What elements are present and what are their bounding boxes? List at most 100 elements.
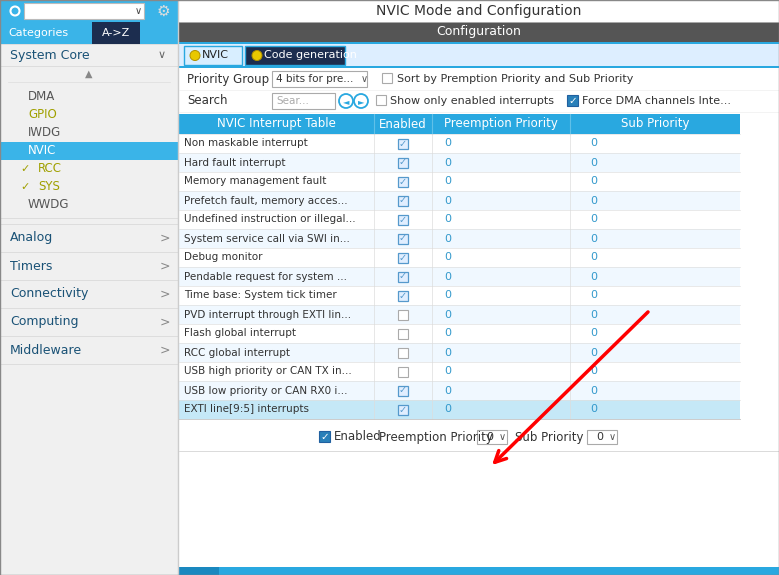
Text: 0: 0 bbox=[590, 139, 597, 148]
Bar bbox=[179, 381, 740, 400]
Text: 0: 0 bbox=[596, 432, 603, 442]
Text: ✓: ✓ bbox=[399, 158, 407, 167]
Bar bbox=[398, 177, 408, 186]
Text: GPIO: GPIO bbox=[28, 109, 57, 121]
Text: 0: 0 bbox=[444, 139, 451, 148]
Text: 0: 0 bbox=[590, 347, 597, 358]
Text: Code generation: Code generation bbox=[264, 51, 357, 60]
Bar bbox=[398, 271, 408, 282]
Text: 0: 0 bbox=[444, 214, 451, 224]
Bar bbox=[179, 191, 740, 210]
Text: 0: 0 bbox=[590, 404, 597, 415]
Text: 0: 0 bbox=[590, 158, 597, 167]
Text: ✓: ✓ bbox=[20, 164, 30, 174]
Bar bbox=[272, 93, 335, 109]
Text: 0: 0 bbox=[590, 366, 597, 377]
Text: ✓: ✓ bbox=[320, 432, 329, 442]
Text: DMA: DMA bbox=[28, 90, 55, 104]
Text: ∨: ∨ bbox=[499, 432, 506, 442]
Text: 0: 0 bbox=[590, 214, 597, 224]
Text: Show only enabled interrupts: Show only enabled interrupts bbox=[390, 96, 554, 106]
Bar bbox=[179, 400, 740, 419]
Text: ⚙: ⚙ bbox=[156, 3, 170, 18]
Text: Timers: Timers bbox=[10, 259, 52, 273]
Text: Memory management fault: Memory management fault bbox=[184, 177, 326, 186]
Bar bbox=[272, 71, 367, 87]
Bar bbox=[398, 233, 408, 243]
Text: 0: 0 bbox=[590, 290, 597, 301]
Text: NVIC Mode and Configuration: NVIC Mode and Configuration bbox=[376, 4, 582, 18]
Bar bbox=[477, 430, 507, 444]
Text: Sub Priority: Sub Priority bbox=[621, 117, 689, 131]
Bar bbox=[179, 425, 779, 449]
Bar bbox=[179, 42, 779, 44]
Text: Prefetch fault, memory acces...: Prefetch fault, memory acces... bbox=[184, 196, 347, 205]
Bar bbox=[184, 46, 242, 65]
Text: System service call via SWI in...: System service call via SWI in... bbox=[184, 233, 350, 243]
Bar bbox=[398, 309, 408, 320]
Text: 0: 0 bbox=[590, 252, 597, 263]
Bar bbox=[382, 73, 392, 83]
Text: 4 bits for pre...: 4 bits for pre... bbox=[276, 74, 354, 84]
Text: Sort by Premption Priority and Sub Priority: Sort by Premption Priority and Sub Prior… bbox=[397, 74, 633, 84]
Text: ✓: ✓ bbox=[20, 182, 30, 192]
Text: Priority Group: Priority Group bbox=[187, 72, 269, 86]
Text: ∨: ∨ bbox=[158, 50, 166, 60]
Text: 0: 0 bbox=[444, 404, 451, 415]
Bar bbox=[398, 385, 408, 396]
Text: 0: 0 bbox=[590, 233, 597, 243]
Bar bbox=[374, 114, 432, 134]
Text: ►: ► bbox=[358, 97, 365, 106]
Text: ▲: ▲ bbox=[85, 69, 93, 79]
Text: >: > bbox=[160, 259, 171, 273]
Text: Enabled: Enabled bbox=[379, 117, 427, 131]
Bar bbox=[0, 22, 178, 575]
Text: ∨: ∨ bbox=[135, 6, 142, 16]
Text: >: > bbox=[160, 343, 171, 356]
Bar bbox=[587, 430, 617, 444]
Text: 0: 0 bbox=[444, 385, 451, 396]
Bar bbox=[179, 567, 779, 575]
Text: Preemption Priority: Preemption Priority bbox=[379, 431, 493, 443]
Text: USB low priority or CAN RX0 i...: USB low priority or CAN RX0 i... bbox=[184, 385, 347, 396]
Text: 0: 0 bbox=[444, 328, 451, 339]
Bar bbox=[0, 22, 90, 44]
Text: USB high priority or CAN TX in...: USB high priority or CAN TX in... bbox=[184, 366, 352, 377]
Text: RCC: RCC bbox=[38, 163, 62, 175]
Bar bbox=[398, 252, 408, 263]
Bar bbox=[567, 95, 578, 106]
Bar bbox=[179, 153, 740, 172]
Text: >: > bbox=[160, 232, 171, 244]
Text: Time base: System tick timer: Time base: System tick timer bbox=[184, 290, 337, 301]
Bar bbox=[179, 324, 740, 343]
Text: ✓: ✓ bbox=[399, 271, 407, 282]
Text: Middleware: Middleware bbox=[10, 343, 82, 356]
Text: Configuration: Configuration bbox=[436, 25, 521, 39]
Text: 0: 0 bbox=[590, 271, 597, 282]
Text: ✓: ✓ bbox=[399, 233, 407, 243]
Bar bbox=[398, 347, 408, 358]
Text: SYS: SYS bbox=[38, 181, 60, 194]
Bar bbox=[179, 267, 740, 286]
Text: Computing: Computing bbox=[10, 316, 79, 328]
Circle shape bbox=[190, 51, 200, 60]
Bar bbox=[24, 3, 144, 19]
Text: Non maskable interrupt: Non maskable interrupt bbox=[184, 139, 308, 148]
Bar bbox=[432, 114, 570, 134]
Bar bbox=[179, 134, 740, 153]
Text: Undefined instruction or illegal...: Undefined instruction or illegal... bbox=[184, 214, 356, 224]
Bar bbox=[179, 286, 740, 305]
Text: PVD interrupt through EXTI lin...: PVD interrupt through EXTI lin... bbox=[184, 309, 351, 320]
Text: 0: 0 bbox=[444, 366, 451, 377]
Text: WWDG: WWDG bbox=[28, 198, 69, 212]
Text: Sub Priority: Sub Priority bbox=[515, 431, 583, 443]
Text: 0: 0 bbox=[444, 177, 451, 186]
Text: Hard fault interrupt: Hard fault interrupt bbox=[184, 158, 285, 167]
Text: NVIC Interrupt Table: NVIC Interrupt Table bbox=[217, 117, 336, 131]
Text: ✓: ✓ bbox=[399, 290, 407, 301]
Bar bbox=[179, 210, 740, 229]
Text: Connectivity: Connectivity bbox=[10, 288, 88, 301]
Text: Sear...: Sear... bbox=[276, 96, 309, 106]
Bar bbox=[179, 248, 740, 267]
Text: 0: 0 bbox=[590, 385, 597, 396]
